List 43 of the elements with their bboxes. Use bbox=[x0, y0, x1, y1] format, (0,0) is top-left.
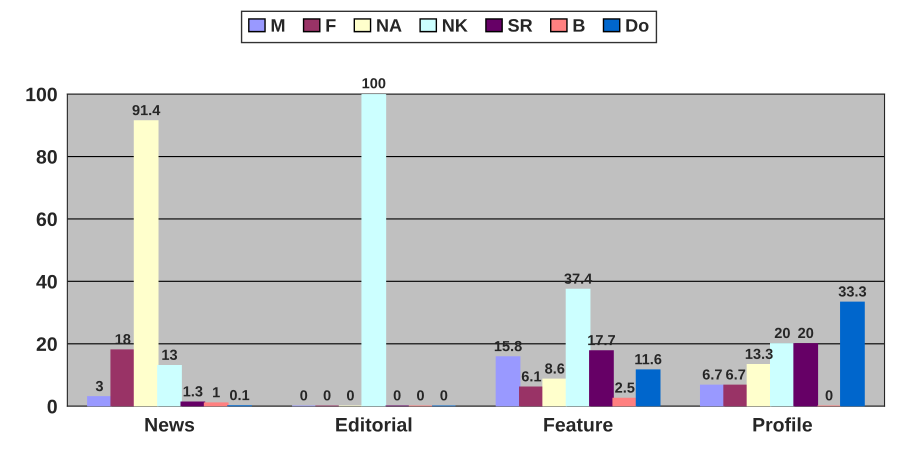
legend-label: B bbox=[574, 19, 585, 32]
legend-label: SR bbox=[508, 19, 532, 32]
data-label: 8.6 bbox=[545, 363, 564, 374]
data-label: 1.3 bbox=[184, 386, 202, 397]
x-tick-label: Profile bbox=[753, 417, 812, 432]
data-label: 0.1 bbox=[230, 390, 250, 400]
data-label: 100 bbox=[362, 78, 386, 88]
data-label: 6.7 bbox=[726, 369, 746, 380]
y-tick-label: 100 bbox=[26, 88, 57, 102]
legend-label: Do bbox=[626, 19, 648, 32]
data-label: 0 bbox=[346, 390, 354, 401]
data-label: 0 bbox=[300, 390, 308, 401]
data-label: 0 bbox=[440, 390, 448, 401]
data-label: 2.5 bbox=[615, 382, 635, 393]
data-label: 17.7 bbox=[588, 335, 615, 346]
x-tick-label: Editorial bbox=[336, 417, 412, 432]
x-tick-label: News bbox=[145, 418, 194, 432]
data-label: 20 bbox=[798, 328, 814, 338]
data-label: 11.6 bbox=[635, 354, 662, 364]
legend-label: NK bbox=[442, 19, 468, 32]
legend-label: NA bbox=[377, 19, 402, 32]
y-tick-label: 0 bbox=[48, 400, 57, 414]
y-tick-label: 40 bbox=[36, 274, 57, 289]
data-label: 20 bbox=[774, 328, 790, 338]
y-tick-label: 20 bbox=[36, 337, 57, 352]
data-label: 0 bbox=[417, 390, 424, 401]
data-label: 91.4 bbox=[132, 104, 160, 116]
data-label: 13 bbox=[162, 350, 178, 360]
data-label: 0 bbox=[394, 390, 401, 401]
data-label: 1 bbox=[213, 387, 220, 398]
y-tick-label: 60 bbox=[36, 212, 57, 226]
data-label: 33.3 bbox=[838, 286, 866, 297]
legend-label: F bbox=[326, 19, 336, 32]
data-label: 13.3 bbox=[746, 348, 773, 360]
data-label: 0 bbox=[826, 390, 833, 401]
legend-label: M bbox=[272, 19, 284, 32]
data-label: 0 bbox=[324, 390, 331, 401]
y-tick-label: 80 bbox=[36, 150, 57, 164]
x-tick-label: Feature bbox=[544, 418, 613, 432]
data-label: 6.7 bbox=[702, 369, 722, 380]
data-label: 18 bbox=[116, 334, 130, 344]
data-label: 6.1 bbox=[522, 371, 542, 382]
data-label: 3 bbox=[96, 380, 103, 392]
